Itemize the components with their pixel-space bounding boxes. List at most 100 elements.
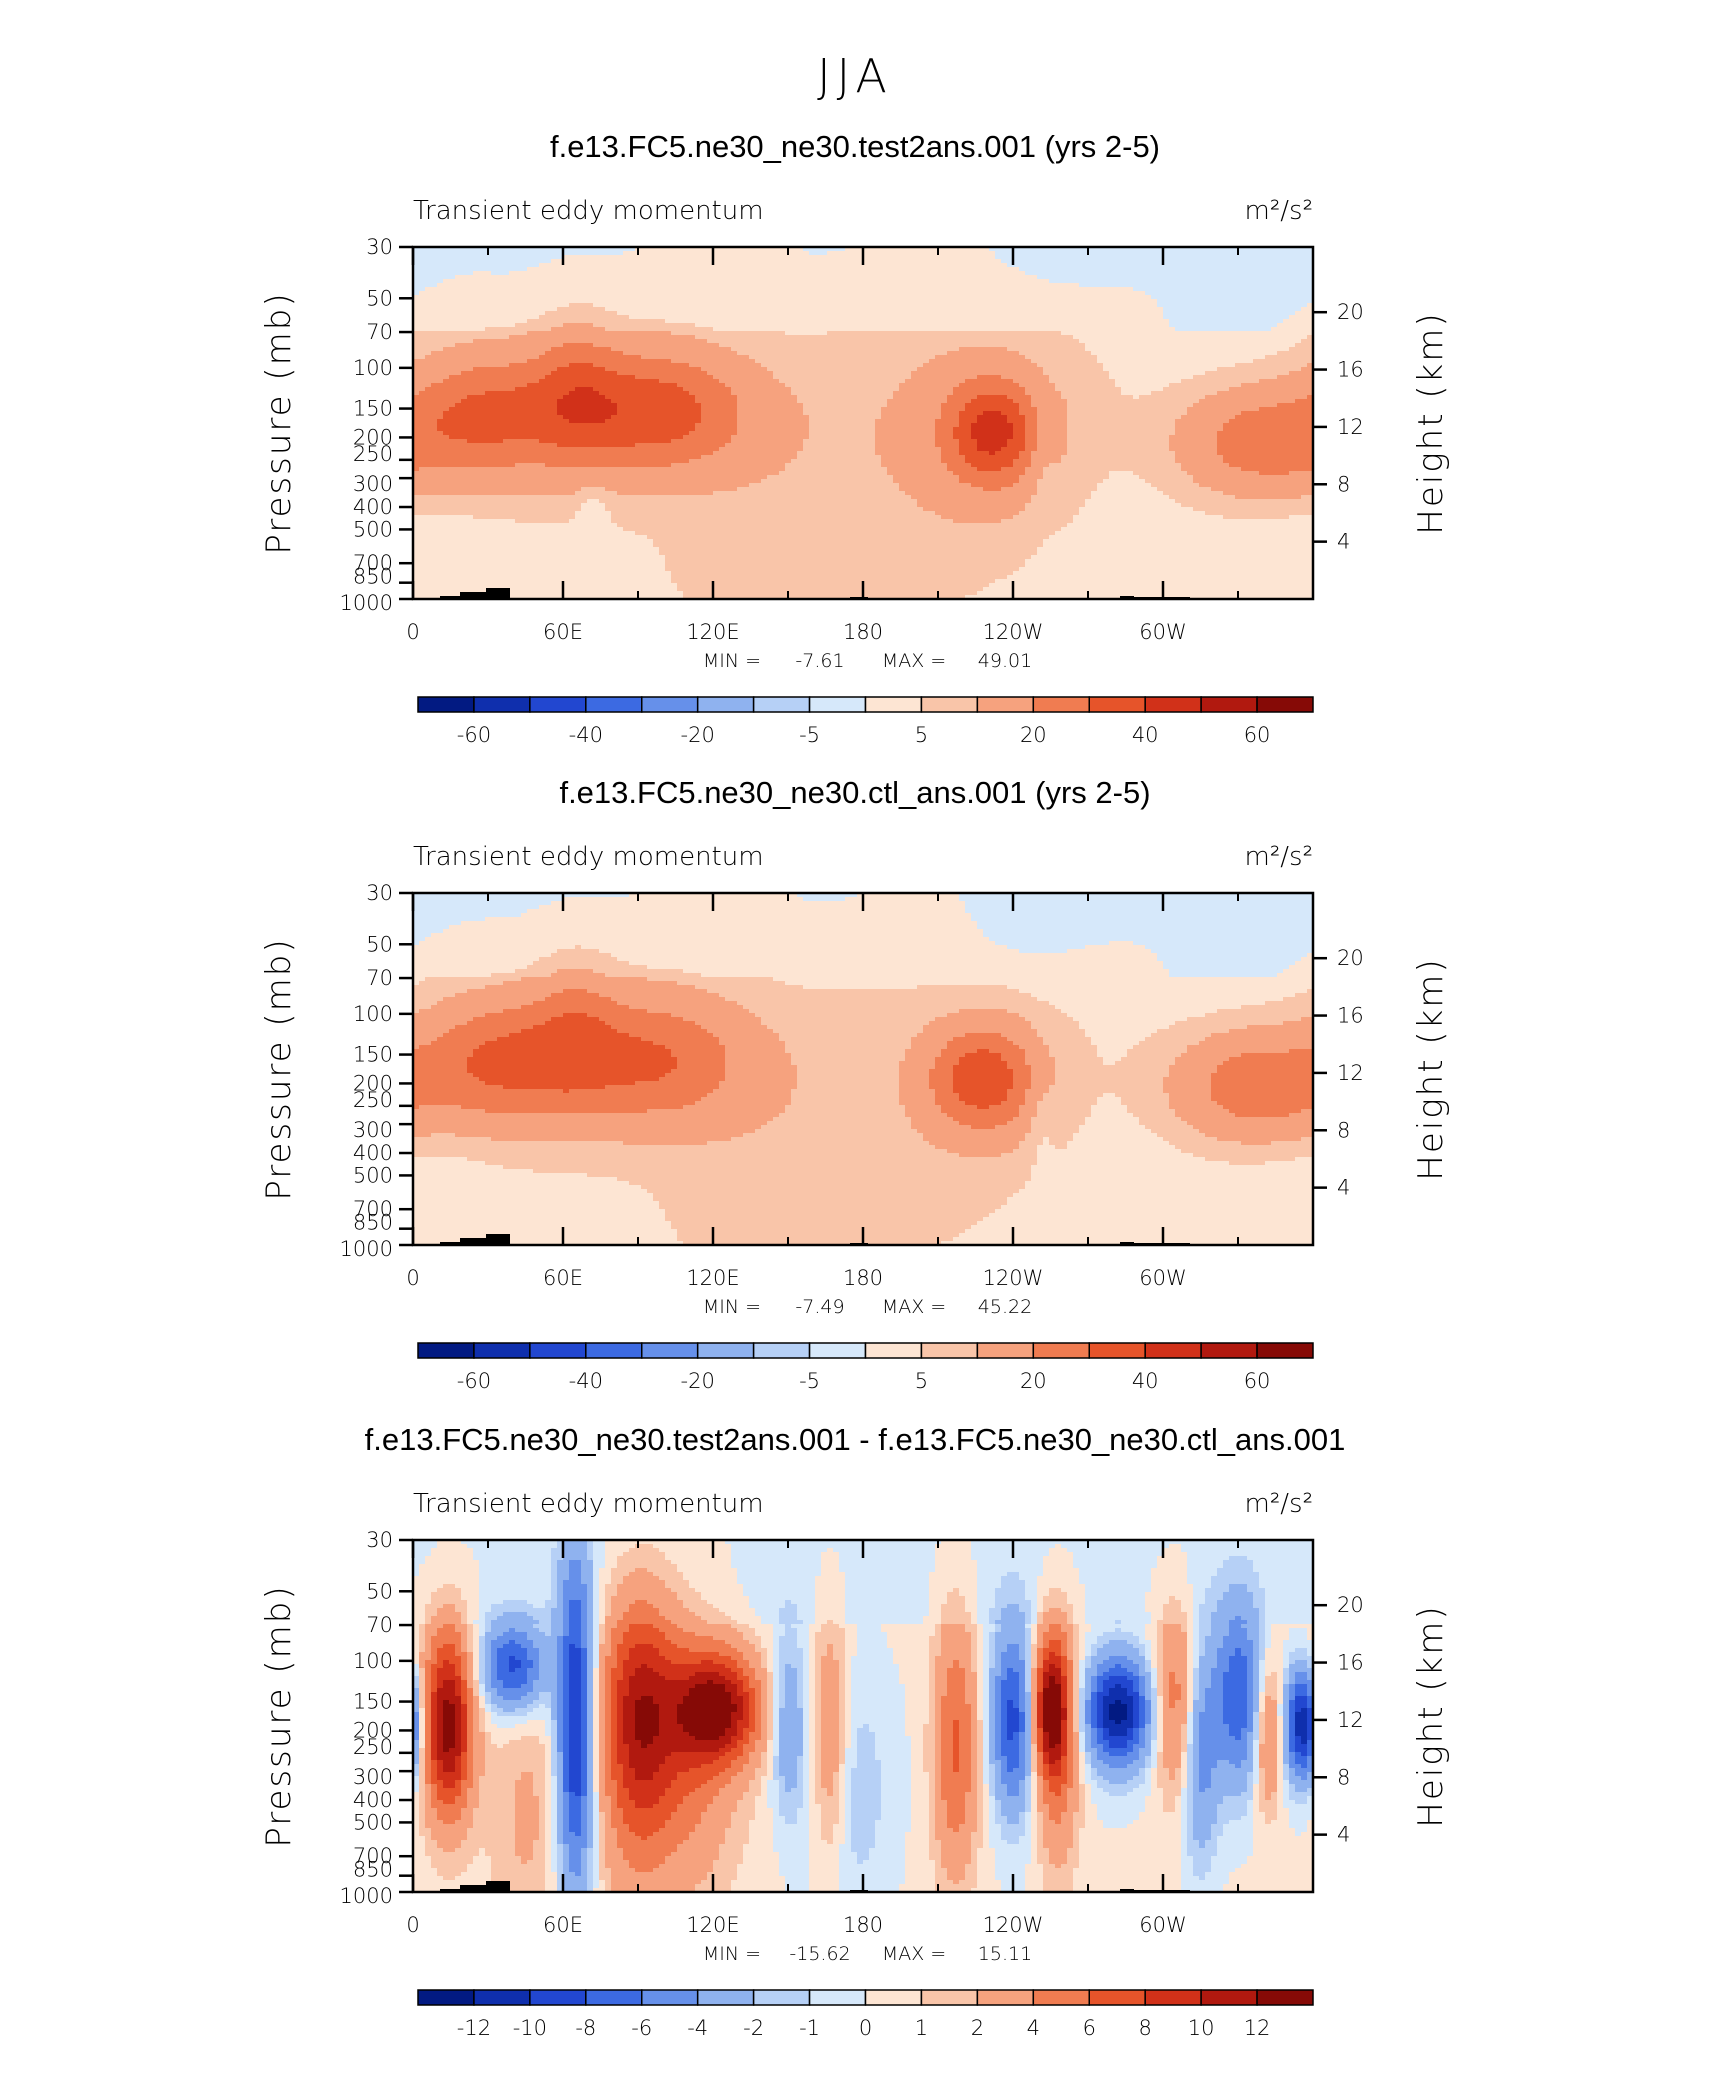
max-value: 45.22	[978, 1296, 1032, 1318]
y2-tick-label: 12	[1337, 1061, 1364, 1085]
y-tick-label: 100	[353, 1002, 393, 1026]
y-tick-label: 400	[353, 1141, 393, 1165]
y-tick-label: 850	[353, 1211, 393, 1235]
colorbar-label: -40	[569, 1369, 603, 1393]
colorbar-label: -20	[681, 723, 715, 747]
colorbar-swatch	[976, 1989, 1035, 2006]
colorbar-label: -1	[799, 2016, 820, 2040]
y-tick-label: 500	[353, 1810, 393, 1834]
colorbar-swatch	[1256, 696, 1314, 713]
y2-tick-label: 8	[1337, 1118, 1350, 1142]
x-tick-label: 120E	[686, 620, 739, 644]
y2-axis-title: Height (km)	[1411, 957, 1451, 1180]
colorbar-swatch	[752, 1342, 811, 1359]
panel-title: f.e13.FC5.ne30_ne30.test2ans.001 - f.e13…	[365, 1422, 1346, 1457]
colorbar: -60 -40 -20 -5 5 20 40 60	[417, 696, 1314, 747]
y2-tick-label: 8	[1337, 1765, 1350, 1789]
y-tick-label: 50	[366, 1579, 393, 1603]
colorbar-label: 4	[1027, 2016, 1040, 2040]
colorbar-swatch	[417, 1342, 475, 1359]
y-tick-label: 400	[353, 495, 393, 519]
colorbar-swatch	[1144, 1989, 1202, 2006]
max-label: MAX =	[882, 1296, 946, 1318]
y-axis-title: Pressure (mb)	[259, 291, 299, 554]
y-tick-label: 150	[353, 397, 393, 421]
y-tick-label: 200	[353, 1718, 393, 1742]
y2-tick-label: 16	[1337, 1651, 1364, 1675]
colorbar-label: -5	[799, 723, 820, 747]
colorbar-swatch	[529, 696, 587, 713]
colorbar-label: 12	[1244, 2016, 1271, 2040]
y-tick-label: 1000	[340, 1237, 393, 1261]
colorbar-label: -40	[569, 723, 603, 747]
colorbar-swatch	[696, 1989, 755, 2006]
x-tick-label: 120E	[686, 1913, 739, 1937]
colorbar-label: 60	[1244, 1369, 1271, 1393]
y-axis-title: Pressure (mb)	[259, 1584, 299, 1847]
chart-panel-1: f.e13.FC5.ne30_ne30.test2ans.001 (yrs 2-…	[259, 129, 1451, 747]
colorbar-label: 40	[1132, 1369, 1159, 1393]
min-label: MIN =	[703, 1296, 761, 1318]
y-tick-label: 200	[353, 1071, 393, 1095]
x-tick-label: 60W	[1139, 1913, 1187, 1937]
max-label: MAX =	[882, 650, 946, 672]
y2-tick-label: 16	[1337, 358, 1364, 382]
y-tick-label: 200	[353, 425, 393, 449]
colorbar-swatch	[976, 696, 1035, 713]
y-tick-label: 700	[353, 551, 393, 575]
colorbar-swatch	[1144, 1342, 1202, 1359]
colorbar-swatch	[529, 1989, 587, 2006]
x-tick-label: 180	[843, 620, 883, 644]
colorbar-label: -2	[743, 2016, 764, 2040]
colorbar-label: 5	[915, 723, 928, 747]
min-label: MIN =	[703, 650, 761, 672]
colorbar-swatch	[585, 1342, 643, 1359]
colorbar-label: -20	[681, 1369, 715, 1393]
x-tick-label: 180	[843, 1913, 883, 1937]
x-tick-label: 0	[406, 1913, 419, 1937]
colorbar-swatch	[1032, 1989, 1090, 2006]
colorbar-swatch	[417, 696, 475, 713]
colorbar-swatch	[920, 1989, 979, 2006]
min-value: -15.62	[789, 1943, 850, 1965]
colorbar-label: 6	[1083, 2016, 1096, 2040]
colorbar-label: 20	[1020, 1369, 1047, 1393]
colorbar-swatch	[864, 1342, 923, 1359]
y-tick-label: 500	[353, 1163, 393, 1187]
panel-title: f.e13.FC5.ne30_ne30.ctl_ans.001 (yrs 2-5…	[559, 775, 1150, 810]
colorbar-label: -6	[631, 2016, 652, 2040]
y2-tick-label: 20	[1337, 300, 1364, 324]
colorbar-swatch	[585, 696, 643, 713]
y2-tick-label: 4	[1337, 530, 1350, 554]
colorbar: -12 -10 -8 -6 -4 -2 -1 0 1 2 4 6 8 10 12	[417, 1989, 1314, 2040]
x-tick-label: 120W	[983, 620, 1044, 644]
colorbar-label: -60	[457, 723, 491, 747]
colorbar-swatch	[585, 1989, 643, 2006]
contour-field	[413, 247, 1314, 600]
colorbar-swatch	[1200, 696, 1258, 713]
colorbar-swatch	[808, 1989, 867, 2006]
y-tick-label: 700	[353, 1197, 393, 1221]
x-tick-label: 60E	[543, 620, 583, 644]
colorbar-swatch	[808, 1342, 867, 1359]
units-label: m²/s²	[1245, 842, 1313, 872]
y2-tick-label: 12	[1337, 1708, 1364, 1732]
units-label: m²/s²	[1245, 1489, 1313, 1519]
y-tick-label: 300	[353, 1765, 393, 1789]
contour-field	[413, 893, 1314, 1246]
colorbar-label: 20	[1020, 723, 1047, 747]
y-tick-label: 250	[353, 1088, 393, 1112]
y2-tick-label: 20	[1337, 1593, 1364, 1617]
y2-tick-label: 4	[1337, 1176, 1350, 1200]
colorbar-swatch	[808, 696, 867, 713]
y-tick-label: 70	[366, 1613, 393, 1637]
colorbar-swatch	[473, 696, 531, 713]
colorbar-label: -8	[575, 2016, 596, 2040]
y2-tick-label: 20	[1337, 946, 1364, 970]
y-tick-label: 850	[353, 565, 393, 589]
panel-title: f.e13.FC5.ne30_ne30.test2ans.001 (yrs 2-…	[550, 129, 1160, 164]
colorbar-label: 5	[915, 1369, 928, 1393]
colorbar-swatch	[976, 1342, 1035, 1359]
y-tick-label: 70	[366, 320, 393, 344]
